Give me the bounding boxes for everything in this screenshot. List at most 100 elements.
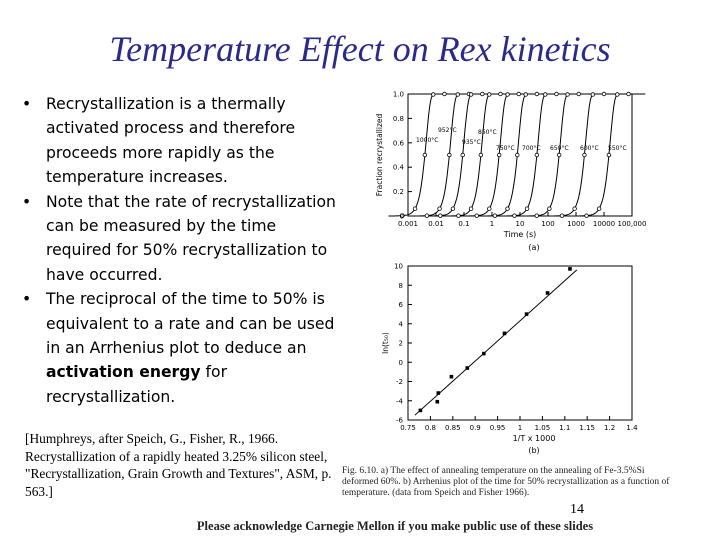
footer-text: Please acknowledge Carnegie Mellon if yo… bbox=[196, 519, 594, 533]
bullet-dot: • bbox=[22, 95, 32, 113]
data-point bbox=[626, 91, 631, 97]
data-point bbox=[412, 206, 418, 211]
data-point bbox=[524, 312, 529, 316]
x-tick-label: 0.8 bbox=[425, 424, 436, 432]
y-tick-label: -4 bbox=[396, 397, 404, 405]
y-tick-label: -2 bbox=[396, 378, 403, 386]
data-point bbox=[524, 206, 530, 211]
data-point bbox=[590, 92, 596, 97]
x-tick-label: 0.01 bbox=[428, 220, 444, 228]
plot-frame bbox=[407, 93, 633, 217]
data-point bbox=[584, 213, 589, 218]
data-point bbox=[515, 152, 520, 158]
bullet-text: Note that the rate of recrystallization … bbox=[46, 192, 336, 284]
y-tick-label: 0 bbox=[399, 359, 403, 367]
data-point bbox=[437, 206, 442, 211]
bullet-text: Recrystallization is a thermally activat… bbox=[46, 95, 296, 187]
data-point bbox=[572, 206, 577, 211]
data-point bbox=[468, 206, 474, 211]
data-point bbox=[435, 399, 440, 404]
data-point bbox=[596, 206, 602, 211]
data-point bbox=[431, 92, 436, 97]
data-point bbox=[482, 351, 486, 356]
data-point bbox=[565, 92, 570, 97]
series-label: 850°C bbox=[478, 129, 497, 136]
x-tick-label: 1.4 bbox=[626, 424, 638, 432]
x-tick-label: 0.75 bbox=[400, 424, 416, 432]
x-tick-label: 0.85 bbox=[445, 424, 461, 432]
bullet-list: • Recrystallization is a thermally activ… bbox=[22, 92, 340, 409]
arrhenius-chart: 0.75 0.8 0.85 0.9 0.95 1 1.05 1.1 1.15 1.2 1.4 -6 -4… bbox=[381, 263, 638, 456]
bullet-text: for recrystallization. bbox=[46, 363, 227, 406]
data-point bbox=[487, 206, 492, 211]
x-tick-label: 0.1 bbox=[458, 220, 469, 228]
y-tick-label: 4 bbox=[399, 320, 404, 328]
y-tick-label: -6 bbox=[396, 417, 404, 425]
data-point bbox=[576, 91, 581, 97]
citation-text: [Humphreys, after Speich, G., Fisher, R.… bbox=[25, 431, 332, 499]
data-point bbox=[487, 92, 492, 97]
fit-line bbox=[414, 269, 578, 416]
data-point bbox=[422, 152, 428, 158]
data-point bbox=[498, 91, 503, 97]
x-tick-label: 0.9 bbox=[470, 424, 481, 432]
data-point bbox=[554, 91, 559, 97]
y-tick-label: 0.4 bbox=[393, 164, 405, 172]
series-label: 650°C bbox=[550, 145, 569, 152]
x-tick-label: 100,000 bbox=[618, 220, 647, 228]
y-tick-label: 0.8 bbox=[393, 115, 404, 123]
data-point bbox=[547, 206, 552, 211]
data-point bbox=[582, 152, 587, 158]
data-point bbox=[534, 91, 540, 97]
y-tick-label: 10 bbox=[394, 263, 403, 271]
series-line bbox=[388, 93, 472, 217]
y-tick-label: 1.0 bbox=[393, 91, 404, 99]
data-point bbox=[615, 92, 620, 97]
bullet-item: • The reciprocal of the time to 50% is e… bbox=[22, 287, 340, 409]
data-point bbox=[474, 213, 479, 218]
data-point bbox=[512, 213, 517, 218]
series-label: 550°C bbox=[608, 145, 627, 152]
panel-label: (a) bbox=[528, 243, 539, 252]
bullet-bold-text: activation energy bbox=[46, 363, 201, 382]
x-axis-label: Time (s) bbox=[503, 230, 537, 239]
x-tick-label: 10 bbox=[516, 220, 525, 228]
x-tick-label: 100 bbox=[541, 220, 554, 228]
data-point bbox=[436, 391, 441, 395]
x-axis-label: 1/T x 1000 bbox=[513, 434, 556, 443]
data-point bbox=[456, 213, 461, 218]
data-point bbox=[424, 213, 430, 218]
data-point bbox=[516, 91, 521, 97]
data-point bbox=[502, 331, 507, 336]
figure-caption: Fig. 6.10. a) The effect of annealing te… bbox=[342, 466, 670, 498]
bullet-item: • Recrystallization is a thermally activ… bbox=[22, 92, 340, 190]
y-axis-label: Fraction recrystallized bbox=[375, 114, 384, 197]
data-point bbox=[480, 91, 485, 97]
series-label: 935°C bbox=[462, 139, 481, 146]
x-tick-label: 1.1 bbox=[559, 424, 570, 432]
data-point bbox=[559, 213, 565, 218]
bullet-text: The reciprocal of the time to 50% is equ… bbox=[46, 290, 335, 358]
bullet-item: • Note that the rate of recrystallizatio… bbox=[22, 190, 340, 288]
x-tick-label: 1.05 bbox=[535, 424, 551, 432]
data-point bbox=[534, 152, 540, 158]
data-point bbox=[468, 92, 474, 97]
x-tick-label: 0.001 bbox=[398, 220, 418, 228]
series-label: 700°C bbox=[522, 145, 541, 152]
data-point bbox=[478, 152, 484, 158]
data-point bbox=[545, 291, 550, 295]
x-tick-label: 1 bbox=[518, 424, 522, 432]
y-tick-label: 8 bbox=[399, 282, 403, 290]
series-label: 600°C bbox=[580, 145, 599, 152]
bullet-dot: • bbox=[22, 290, 32, 309]
data-point bbox=[505, 206, 510, 211]
bullet-dot: • bbox=[22, 192, 32, 211]
page-number: 14 bbox=[570, 502, 584, 517]
y-tick-label: 0.6 bbox=[393, 139, 405, 147]
x-tick-label: 10000 bbox=[593, 220, 615, 228]
data-point bbox=[523, 92, 528, 97]
data-point bbox=[492, 213, 498, 218]
data-point bbox=[449, 374, 454, 379]
panel-label: (b) bbox=[528, 446, 539, 455]
data-point bbox=[534, 213, 539, 218]
